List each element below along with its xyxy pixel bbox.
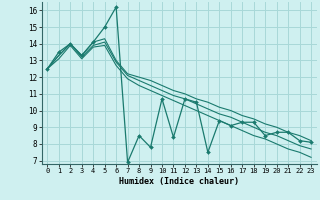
X-axis label: Humidex (Indice chaleur): Humidex (Indice chaleur) — [119, 177, 239, 186]
